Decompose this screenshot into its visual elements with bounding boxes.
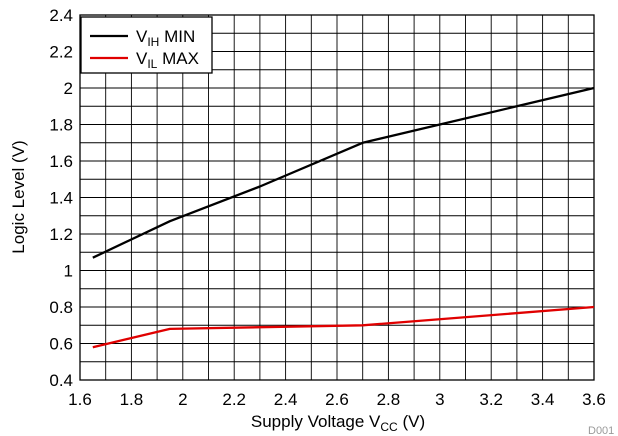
legend: VIH MIN VIL MAX (80, 16, 213, 74)
y-tick-label: 1.2 (49, 225, 73, 244)
x-tick-label: 2.4 (274, 390, 298, 409)
x-tick-label: 3.4 (531, 390, 555, 409)
x-axis-label: Supply Voltage VCC (V) (251, 412, 425, 434)
y-tick-label: 1.8 (49, 116, 73, 135)
series-line-vih-min (92, 86, 595, 259)
legend-label-vih-min: VIH MIN (136, 27, 195, 49)
x-tick-label: 2.6 (325, 390, 349, 409)
x-tick-label: 1.8 (120, 390, 144, 409)
series-line-vil-max (92, 305, 595, 349)
x-tick-label: 3.6 (582, 390, 606, 409)
legend-box (80, 16, 213, 74)
legend-label-vil-max: VIL MAX (136, 49, 199, 71)
x-tick-label: 1.6 (68, 390, 92, 409)
x-tick-label: 3 (435, 390, 444, 409)
y-tick-label: 2.4 (49, 6, 73, 25)
y-tick-label: 1 (64, 262, 73, 281)
y-tick-label: 2 (64, 79, 73, 98)
plot-frame (79, 14, 595, 381)
x-tick-labels: 1.6 1.8 2 2.2 2.4 2.6 2.8 3 3.2 3.4 3.6 (68, 390, 606, 409)
x-tick-label: 3.2 (479, 390, 503, 409)
y-tick-labels: 0.4 0.6 0.8 1 1.2 1.4 1.6 1.8 2 2.2 2.4 (49, 6, 73, 390)
x-tick-label: 2.2 (222, 390, 246, 409)
y-tick-label: 1.6 (49, 152, 73, 171)
y-axis-label: Logic Level (V) (9, 140, 28, 253)
y-tick-label: 1.4 (49, 189, 73, 208)
y-tick-label: 0.8 (49, 298, 73, 317)
x-tick-label: 2.8 (377, 390, 401, 409)
x-tick-label: 2 (178, 390, 187, 409)
y-tick-label: 2.2 (49, 43, 73, 62)
series-layer (92, 86, 595, 349)
figure-id: D001 (588, 425, 614, 436)
y-tick-label: 0.6 (49, 335, 73, 354)
y-tick-label: 0.4 (49, 371, 73, 390)
